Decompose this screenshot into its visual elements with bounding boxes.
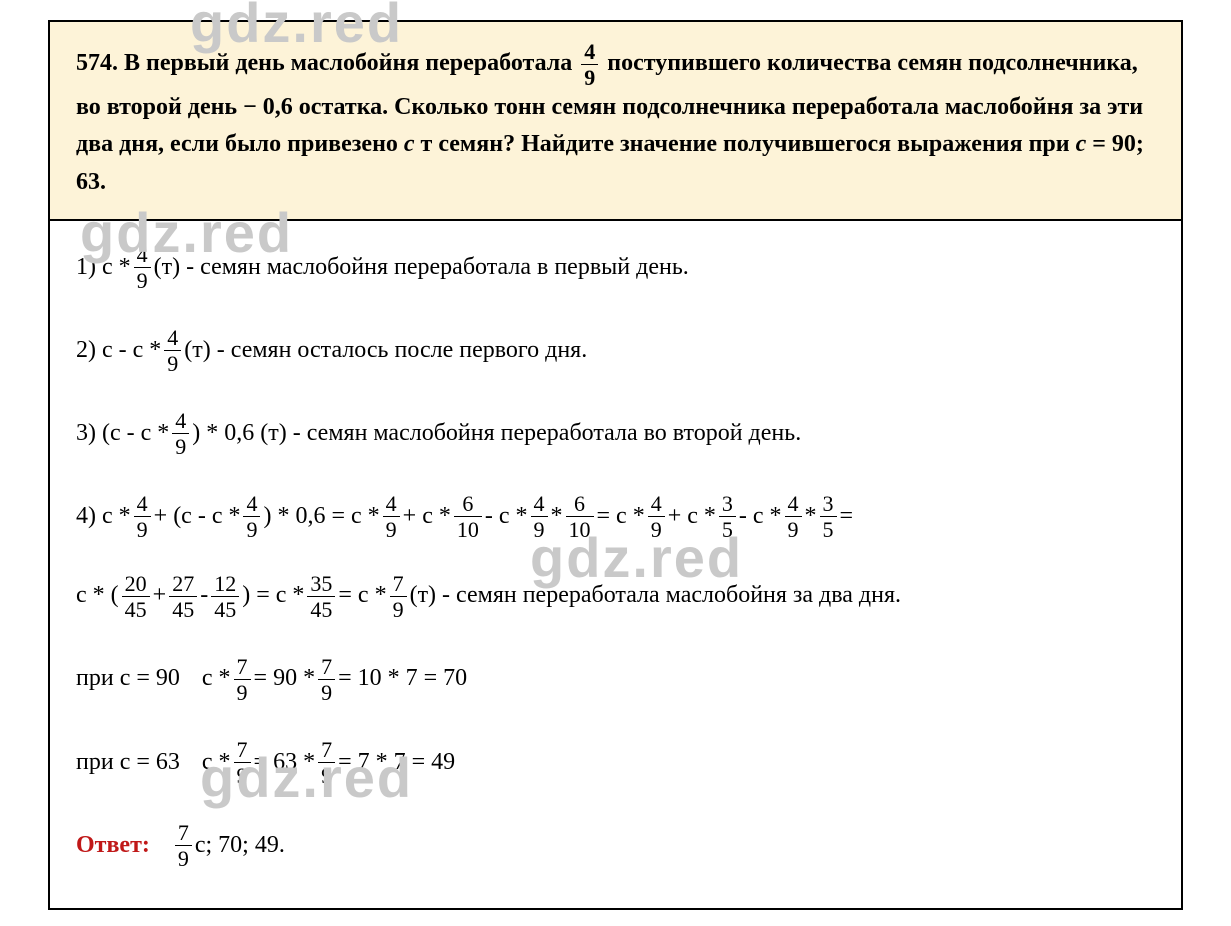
fraction: 49 [134,243,151,292]
step-2: 2) с - с * 49 (т) - семян осталось после… [76,326,1155,375]
answer-label: Ответ: [76,829,150,863]
fraction: 49 [172,409,189,458]
answer: Ответ: 79 с; 70; 49. [76,821,1155,870]
step-1: 1) с * 49 (т) - семян маслобойня перераб… [76,243,1155,292]
fraction-4-9: 49 [581,40,598,89]
eval-c-90: при с = 90 с * 79 = 90 * 79 = 10 * 7 = 7… [76,655,1155,704]
variable-c-eq: с [1076,131,1087,157]
step-4-line2: с * ( 2045 + 2745 - 1245 ) = с * 3545 = … [76,572,1155,621]
problem-number: 574. [76,50,118,76]
step-4-line1: 4) с * 49 + (с - с * 49 ) * 0,6 = с * 49… [76,492,1155,541]
fraction: 49 [164,326,181,375]
step-3: 3) (с - с * 49 ) * 0,6 (т) - семян масло… [76,409,1155,458]
solution-body: 1) с * 49 (т) - семян маслобойня перераб… [50,221,1181,891]
solution-frame: 574. В первый день маслобойня переработа… [48,20,1183,910]
problem-statement: 574. В первый день маслобойня переработа… [50,22,1181,221]
page: 574. В первый день маслобойня переработа… [0,0,1231,926]
problem-text-3: т семян? Найдите значение получившегося … [415,131,1076,157]
variable-c: с [404,131,415,157]
problem-text-1: В первый день маслобойня переработала [124,50,578,76]
eval-c-63: при с = 63 с * 79 = 63 * 79 = 7 * 7 = 49 [76,738,1155,787]
